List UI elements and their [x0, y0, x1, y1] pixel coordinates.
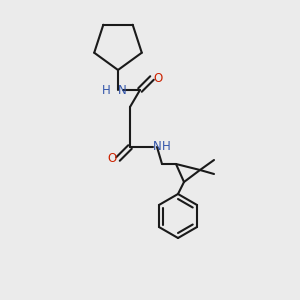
Text: N: N	[118, 83, 127, 97]
Text: O: O	[153, 71, 163, 85]
Text: N: N	[153, 140, 162, 154]
Text: H: H	[162, 140, 171, 154]
Text: H: H	[102, 83, 111, 97]
Text: O: O	[107, 152, 117, 166]
